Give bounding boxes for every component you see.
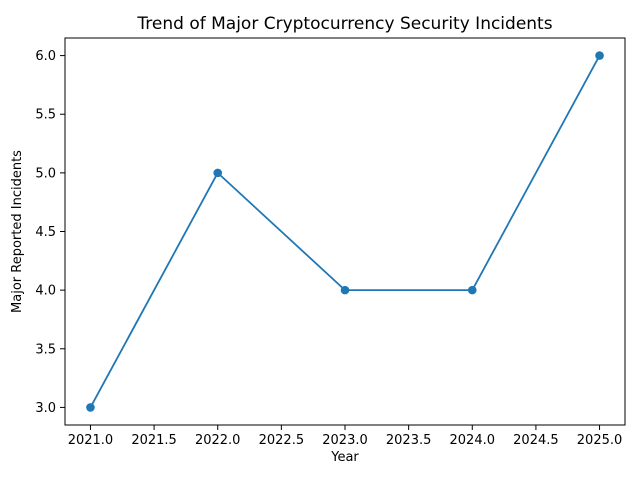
x-tick-label: 2024.5	[513, 433, 559, 448]
y-tick-label: 4.0	[35, 284, 56, 299]
data-point-marker	[213, 168, 223, 178]
x-tick-label: 2023.5	[386, 433, 432, 448]
data-point-marker	[595, 51, 604, 60]
x-tick-label: 2022.5	[259, 433, 305, 448]
y-tick-label: 4.5	[35, 225, 56, 240]
x-tick-label: 2022.0	[195, 433, 241, 448]
y-tick-label: 3.5	[35, 342, 56, 357]
y-axis-label: Major Reported Incidents	[10, 150, 25, 313]
x-tick-label: 2025.0	[577, 433, 623, 448]
x-tick-label: 2021.0	[68, 433, 114, 448]
data-line	[89, 54, 601, 409]
x-tick-label: 2021.5	[131, 433, 177, 448]
y-tick-label: 5.0	[35, 166, 56, 181]
axes-frame	[64, 37, 626, 426]
data-point-marker	[86, 403, 95, 412]
y-tick-label: 6.0	[35, 49, 56, 64]
plot-dynamic-layer: 2021.0 2021.5 2022.0 2022.5 2023.0 2023.5 2024…	[35, 49, 622, 448]
x-tick-label: 2023.0	[322, 433, 368, 448]
x-axis-label: Year	[330, 450, 359, 465]
data-point-marker	[467, 285, 477, 295]
y-tick-label: 3.0	[35, 401, 56, 416]
x-tick-label: 2024.0	[450, 433, 496, 448]
chart-title: Trend of Major Cryptocurrency Security I…	[136, 14, 552, 34]
y-tick-label: 5.5	[35, 108, 56, 123]
data-point-marker	[340, 285, 350, 295]
